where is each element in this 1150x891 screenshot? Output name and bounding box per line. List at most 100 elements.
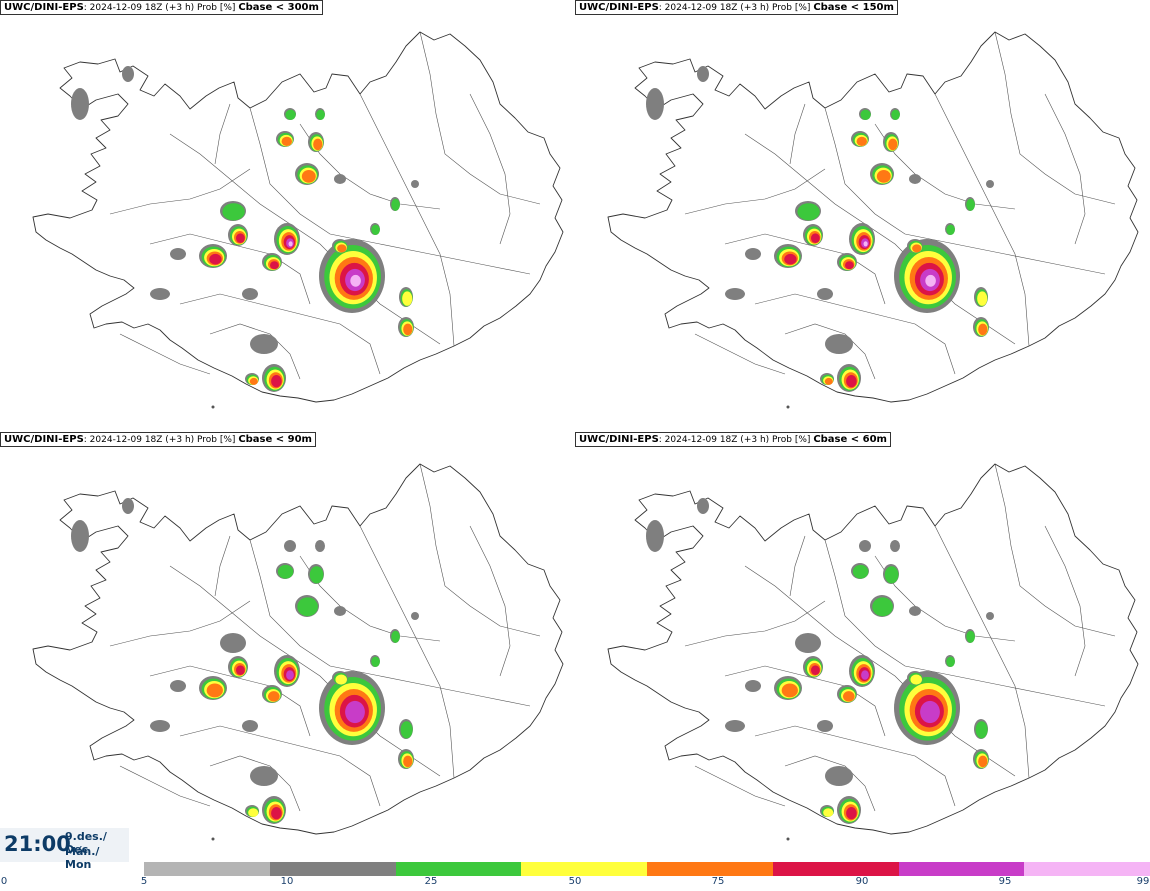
region-border <box>684 600 826 647</box>
probability-area <box>781 683 798 698</box>
region-border <box>209 755 301 812</box>
probability-area <box>222 203 245 221</box>
island <box>786 405 790 409</box>
probability-area <box>891 109 900 120</box>
coastline <box>32 31 564 403</box>
color-scale-tick: 75 <box>711 876 725 887</box>
probability-area <box>977 291 988 306</box>
region-border <box>934 93 1030 347</box>
region-border <box>209 323 301 380</box>
probability-area <box>403 323 413 336</box>
color-scale-segment <box>772 862 899 876</box>
region-border <box>179 293 381 375</box>
probability-area <box>909 606 921 616</box>
probability-area <box>411 612 419 620</box>
probability-area <box>206 683 223 698</box>
region-border <box>179 725 381 807</box>
color-scale-tick: 99 <box>1136 876 1150 887</box>
region-border <box>789 103 806 165</box>
color-scale-segment <box>647 862 774 876</box>
probability-area <box>391 630 400 643</box>
region-border <box>169 133 441 345</box>
island <box>211 837 215 841</box>
probability-area <box>371 224 380 235</box>
probability-area <box>315 540 325 552</box>
probability-area <box>371 656 380 667</box>
region-border <box>994 31 1116 205</box>
probability-area <box>890 540 900 552</box>
probability-area <box>811 233 820 244</box>
probability-area <box>250 334 278 354</box>
probability-area <box>852 564 869 579</box>
probability-area <box>400 721 413 739</box>
region-border <box>419 31 541 205</box>
probability-area <box>795 633 821 653</box>
probability-area <box>209 253 222 265</box>
run-info: : 2024-12-09 18Z (+3 h) Prob [%] <box>658 3 814 13</box>
probability-area <box>170 248 186 260</box>
region-border <box>724 233 886 305</box>
run-info: : 2024-12-09 18Z (+3 h) Prob [%] <box>658 435 814 445</box>
probability-area <box>861 670 869 680</box>
probability-area <box>975 721 988 739</box>
probability-area <box>888 138 898 151</box>
region-border <box>359 93 455 347</box>
region-border <box>109 168 251 215</box>
coastline <box>32 463 564 835</box>
probability-area <box>122 498 134 514</box>
probability-area <box>391 198 400 211</box>
region-border <box>359 525 455 779</box>
valid-hour: 21:00 <box>4 832 71 856</box>
probability-area <box>288 241 293 247</box>
probability-area <box>270 261 279 270</box>
probability-area <box>337 244 347 253</box>
probability-area <box>334 606 346 616</box>
probability-area <box>860 109 871 120</box>
coastline <box>607 463 1139 835</box>
region-border <box>109 600 251 647</box>
probability-area <box>784 253 797 265</box>
region-border <box>784 755 876 812</box>
probability-area <box>309 566 324 584</box>
probability-area <box>71 520 89 552</box>
probability-area <box>811 665 820 676</box>
probability-area <box>242 720 258 732</box>
probability-color-scale <box>144 862 1150 876</box>
probability-area <box>817 288 833 300</box>
probability-area <box>411 180 419 188</box>
island <box>786 837 790 841</box>
probability-area <box>248 808 259 817</box>
probability-area <box>271 375 282 388</box>
probability-area <box>946 656 955 667</box>
color-scale-tick: 95 <box>998 876 1012 887</box>
probability-area <box>301 170 316 183</box>
region-border <box>169 565 441 777</box>
probability-area <box>910 674 922 685</box>
valid-date: 9.des./ Dec <box>65 830 107 856</box>
region-border <box>469 525 511 677</box>
probability-area <box>846 375 857 388</box>
region-border <box>1044 93 1086 245</box>
probability-area <box>249 377 258 385</box>
probability-area <box>242 288 258 300</box>
probability-area <box>170 680 186 692</box>
run-info: : 2024-12-09 18Z (+3 h) Prob [%] <box>83 3 239 13</box>
region-border <box>824 539 1106 707</box>
probability-area <box>876 170 891 183</box>
probability-area <box>823 808 834 817</box>
probability-area <box>286 670 294 680</box>
threshold-label: Cbase < 90m <box>238 434 312 445</box>
color-scale-labels: 0 5 10 25 50 75 90 95 99 <box>0 876 1150 891</box>
probability-area <box>277 564 294 579</box>
probability-area <box>725 720 745 732</box>
probability-area <box>909 174 921 184</box>
color-scale-segment <box>144 862 271 876</box>
probability-area <box>884 566 899 584</box>
probability-area <box>334 174 346 184</box>
probability-area <box>845 261 854 270</box>
probability-area <box>150 288 170 300</box>
island <box>211 405 215 409</box>
region-border <box>724 665 886 737</box>
region-border <box>249 107 531 275</box>
iceland-map <box>32 31 564 409</box>
